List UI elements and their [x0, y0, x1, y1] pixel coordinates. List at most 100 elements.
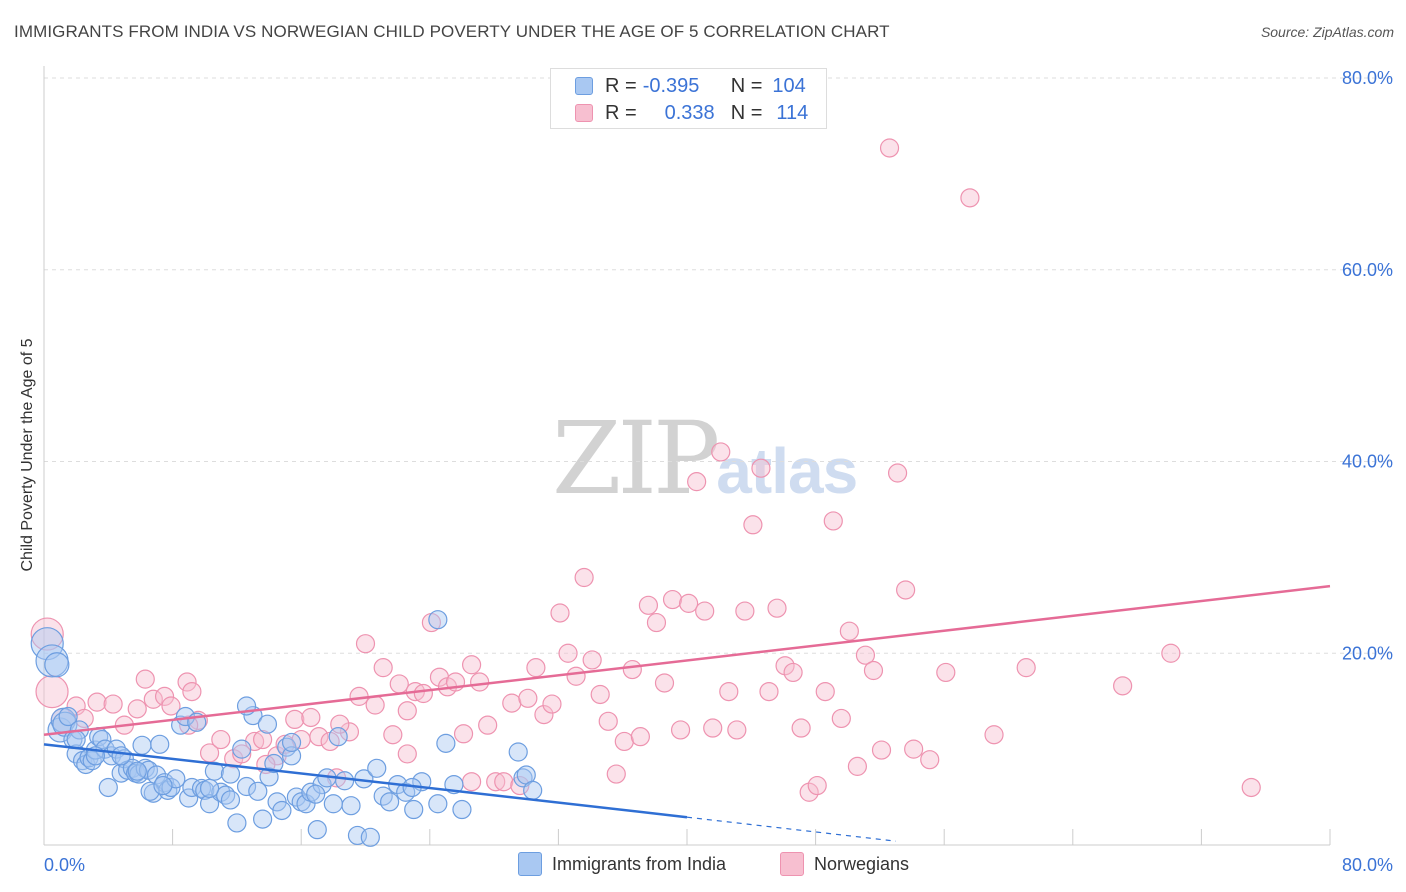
india-point [58, 706, 78, 727]
norwegians-trend-line [43, 584, 1331, 736]
norwegians-point [598, 711, 618, 731]
series-swatch-india [518, 852, 542, 876]
norwegians-point [143, 689, 163, 709]
norwegians-point [622, 659, 642, 680]
norwegians-point [662, 589, 683, 610]
norwegians-point [566, 666, 586, 686]
legend-r-label: R = [605, 101, 637, 124]
india-point [436, 733, 456, 753]
norwegians-point [831, 708, 851, 729]
series-legend-india[interactable]: Immigrants from India [518, 851, 726, 877]
norwegians-point [767, 598, 787, 618]
india-point [191, 778, 212, 799]
norwegians-point [855, 645, 876, 665]
norwegians-point [550, 603, 570, 623]
norwegians-point [461, 655, 482, 675]
norwegians-point [461, 772, 482, 792]
norwegians-point [896, 580, 916, 600]
legend-n-value-india: 104 [772, 74, 806, 97]
india-point [153, 775, 173, 796]
india-point [248, 781, 268, 801]
series-label-india: Immigrants from India [552, 853, 727, 874]
norwegians-point [355, 634, 376, 654]
series-legend-norwegians[interactable]: Norwegians [780, 851, 909, 877]
norwegians-point [936, 662, 956, 683]
norwegians-point [103, 694, 123, 714]
india-point [146, 765, 167, 785]
india-point [220, 764, 241, 784]
norwegians-points [30, 138, 1261, 802]
norwegians-point [815, 681, 835, 702]
norwegians-point [413, 683, 433, 704]
norwegians-point [791, 718, 811, 738]
norwegians-point [383, 725, 403, 745]
norwegians-point [534, 705, 554, 725]
x-tick-label-max: 80.0% [1342, 855, 1393, 875]
norwegians-point [590, 684, 610, 705]
y-tick-label: 40.0% [1342, 452, 1393, 472]
india-point [281, 746, 302, 766]
norwegians-point [518, 688, 538, 708]
norwegians-point [670, 720, 691, 740]
norwegians-point [1241, 777, 1261, 798]
india-point [227, 813, 247, 833]
norwegians-point [775, 656, 795, 676]
norwegians-point [807, 775, 827, 796]
norwegians-point [510, 775, 530, 796]
legend-n-value-norwegians: 114 [776, 101, 809, 124]
norwegians-point [35, 674, 69, 709]
india-point [236, 776, 257, 797]
norwegians-point [719, 681, 739, 702]
norwegians-point [526, 658, 546, 678]
india-point [220, 790, 241, 810]
india-point [232, 739, 252, 759]
india-point [272, 800, 292, 821]
norwegians-point [646, 612, 667, 633]
india-point [179, 788, 199, 808]
legend-n-label: N = [730, 101, 763, 124]
norwegians-point [743, 515, 763, 535]
legend-swatch-norwegians [575, 104, 593, 122]
india-point [452, 799, 472, 820]
norwegians-point [638, 595, 659, 615]
india-point [199, 794, 220, 814]
chart-source: Source: ZipAtlas.com [1260, 24, 1394, 40]
norwegians-point [285, 709, 305, 730]
norwegians-point [1113, 676, 1133, 696]
norwegians-point [984, 725, 1004, 745]
norwegians-point [799, 782, 819, 802]
norwegians-point [154, 686, 175, 706]
india-point [523, 780, 543, 800]
legend-row-india: R = -0.395 N = 104 [575, 73, 806, 99]
india-point [253, 809, 273, 829]
norwegians-point [470, 672, 490, 692]
india-point [296, 794, 316, 814]
india-point [132, 735, 152, 755]
norwegians-point [630, 727, 650, 747]
trend-lines [43, 584, 1331, 842]
norwegians-point [606, 764, 626, 784]
india-point [360, 827, 380, 847]
india-point [335, 771, 355, 791]
india-point [323, 794, 343, 814]
india-trend-extension [686, 816, 897, 842]
norwegians-point [679, 593, 699, 613]
norwegians-point [177, 672, 197, 692]
india-point [66, 729, 86, 750]
chart-title: IMMIGRANTS FROM INDIA VS NORWEGIAN CHILD… [14, 22, 890, 41]
india-point [367, 758, 387, 778]
norwegians-point [703, 718, 723, 738]
axes [43, 66, 1331, 846]
norwegians-point [558, 643, 578, 663]
india-point [111, 746, 131, 766]
x-tick-label-min: 0.0% [44, 855, 85, 875]
india-point [404, 799, 424, 820]
norwegians-point [397, 744, 417, 764]
india-point [307, 820, 327, 840]
norwegians-point [847, 756, 867, 776]
india-point [44, 652, 70, 678]
norwegians-point [365, 695, 385, 715]
norwegians-point [542, 694, 562, 714]
norwegians-point [871, 740, 892, 760]
